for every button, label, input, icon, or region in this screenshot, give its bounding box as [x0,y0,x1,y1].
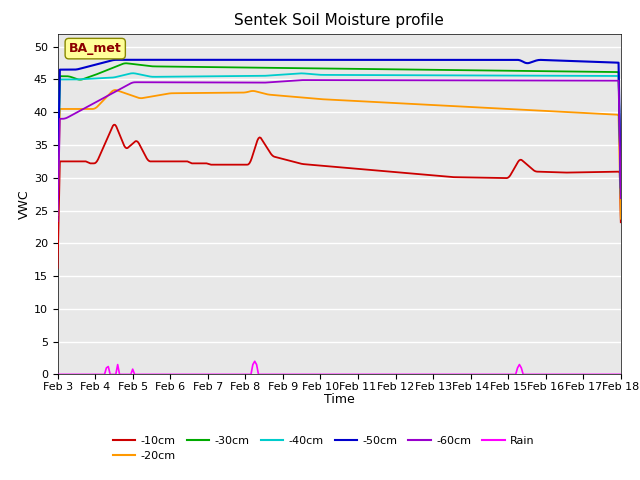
Title: Sentek Soil Moisture profile: Sentek Soil Moisture profile [234,13,444,28]
Legend: -10cm, -20cm, -30cm, -40cm, -50cm, -60cm, Rain: -10cm, -20cm, -30cm, -40cm, -50cm, -60cm… [108,431,539,466]
Y-axis label: VWC: VWC [18,189,31,219]
X-axis label: Time: Time [324,394,355,407]
Text: BA_met: BA_met [69,42,122,55]
